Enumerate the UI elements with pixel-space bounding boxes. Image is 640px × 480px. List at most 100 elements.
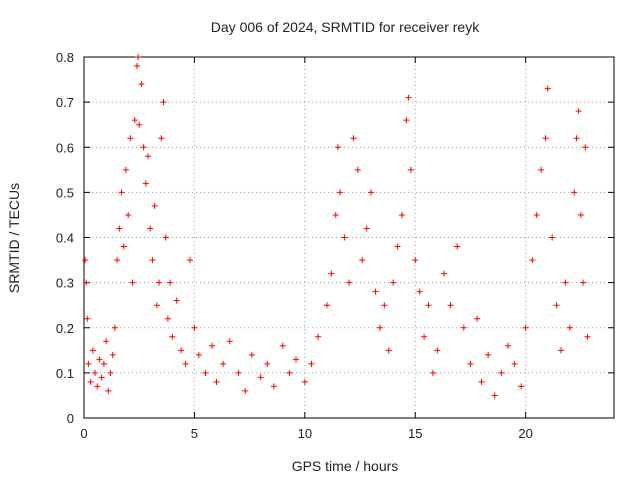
data-point	[138, 81, 145, 88]
x-axis-label: GPS time / hours	[292, 458, 399, 474]
y-tick-label: 0.4	[56, 231, 74, 246]
data-point	[332, 211, 339, 218]
data-point	[460, 324, 467, 331]
data-point	[511, 360, 518, 367]
grid	[84, 57, 614, 418]
y-tick-label: 0.2	[56, 321, 74, 336]
data-point	[544, 85, 551, 92]
data-point	[467, 360, 474, 367]
data-point	[178, 347, 185, 354]
data-point	[518, 383, 525, 390]
data-point	[167, 279, 174, 286]
x-tick-label: 15	[408, 426, 422, 441]
data-point	[308, 360, 315, 367]
y-tick-label: 0.1	[56, 366, 74, 381]
data-point	[315, 333, 322, 340]
data-point	[498, 369, 505, 376]
data-point	[169, 333, 176, 340]
data-point	[202, 369, 209, 376]
data-point	[135, 54, 142, 60]
data-point	[213, 378, 220, 385]
data-point	[182, 360, 189, 367]
data-point	[412, 257, 419, 264]
data-point	[257, 374, 264, 381]
data-point	[158, 135, 165, 142]
data-point	[573, 135, 580, 142]
data-point	[447, 302, 454, 309]
data-point	[421, 333, 428, 340]
data-point	[416, 288, 423, 295]
data-point	[533, 211, 540, 218]
data-point	[575, 108, 582, 115]
data-point	[147, 225, 154, 232]
data-point	[140, 144, 147, 151]
data-point	[562, 279, 569, 286]
data-point	[105, 387, 112, 394]
data-point	[434, 347, 441, 354]
data-point	[191, 324, 198, 331]
data-point	[478, 378, 485, 385]
data-point	[100, 360, 107, 367]
data-point	[553, 302, 560, 309]
data-point	[549, 234, 556, 241]
data-point	[376, 324, 383, 331]
data-point	[323, 302, 330, 309]
x-tick-label: 5	[191, 426, 198, 441]
data-point	[134, 63, 140, 70]
y-tick-label: 0.3	[56, 276, 74, 291]
data-point	[187, 257, 193, 264]
data-point	[368, 189, 375, 196]
data-point	[381, 302, 388, 309]
data-point	[582, 144, 589, 151]
data-point	[220, 360, 227, 367]
data-point	[334, 144, 341, 151]
x-tick-label: 10	[298, 426, 312, 441]
data-point	[399, 211, 405, 218]
data-point	[440, 270, 447, 277]
y-tick-label: 0.5	[56, 185, 74, 200]
data-point	[82, 257, 89, 264]
data-point	[301, 378, 308, 385]
data-point	[109, 351, 116, 358]
data-point	[491, 392, 498, 399]
data-point	[350, 135, 357, 142]
tick-marks	[83, 56, 614, 419]
data-point	[87, 378, 94, 385]
data-point	[107, 369, 114, 376]
x-tick-label: 0	[80, 426, 87, 441]
data-point	[125, 211, 132, 218]
data-point	[429, 369, 436, 376]
data-point	[403, 117, 410, 124]
data-point	[118, 189, 125, 196]
data-point	[584, 333, 591, 340]
data-point	[111, 324, 118, 331]
data-point	[571, 189, 578, 196]
data-point	[89, 347, 96, 354]
data-point	[394, 243, 401, 250]
data-point	[92, 369, 99, 376]
data-point	[341, 234, 348, 241]
data-point	[407, 166, 414, 173]
data-point	[149, 257, 156, 264]
data-point	[85, 360, 92, 367]
y-tick-label: 0.6	[56, 140, 74, 155]
data-point	[363, 225, 370, 232]
data-point	[173, 297, 180, 304]
data-point	[293, 356, 299, 363]
data-point	[151, 202, 158, 209]
data-point	[505, 342, 511, 349]
data-point	[529, 257, 536, 264]
data-point	[485, 351, 492, 358]
y-tick-label: 0	[67, 411, 74, 426]
data-point	[131, 117, 138, 124]
data-point	[474, 315, 481, 322]
data-point	[162, 234, 169, 241]
data-point	[122, 166, 129, 173]
data-point	[242, 387, 249, 394]
data-point	[385, 347, 392, 354]
data-point	[235, 369, 242, 376]
data-point	[94, 383, 101, 390]
data-point	[270, 383, 277, 390]
data-points	[82, 54, 591, 399]
